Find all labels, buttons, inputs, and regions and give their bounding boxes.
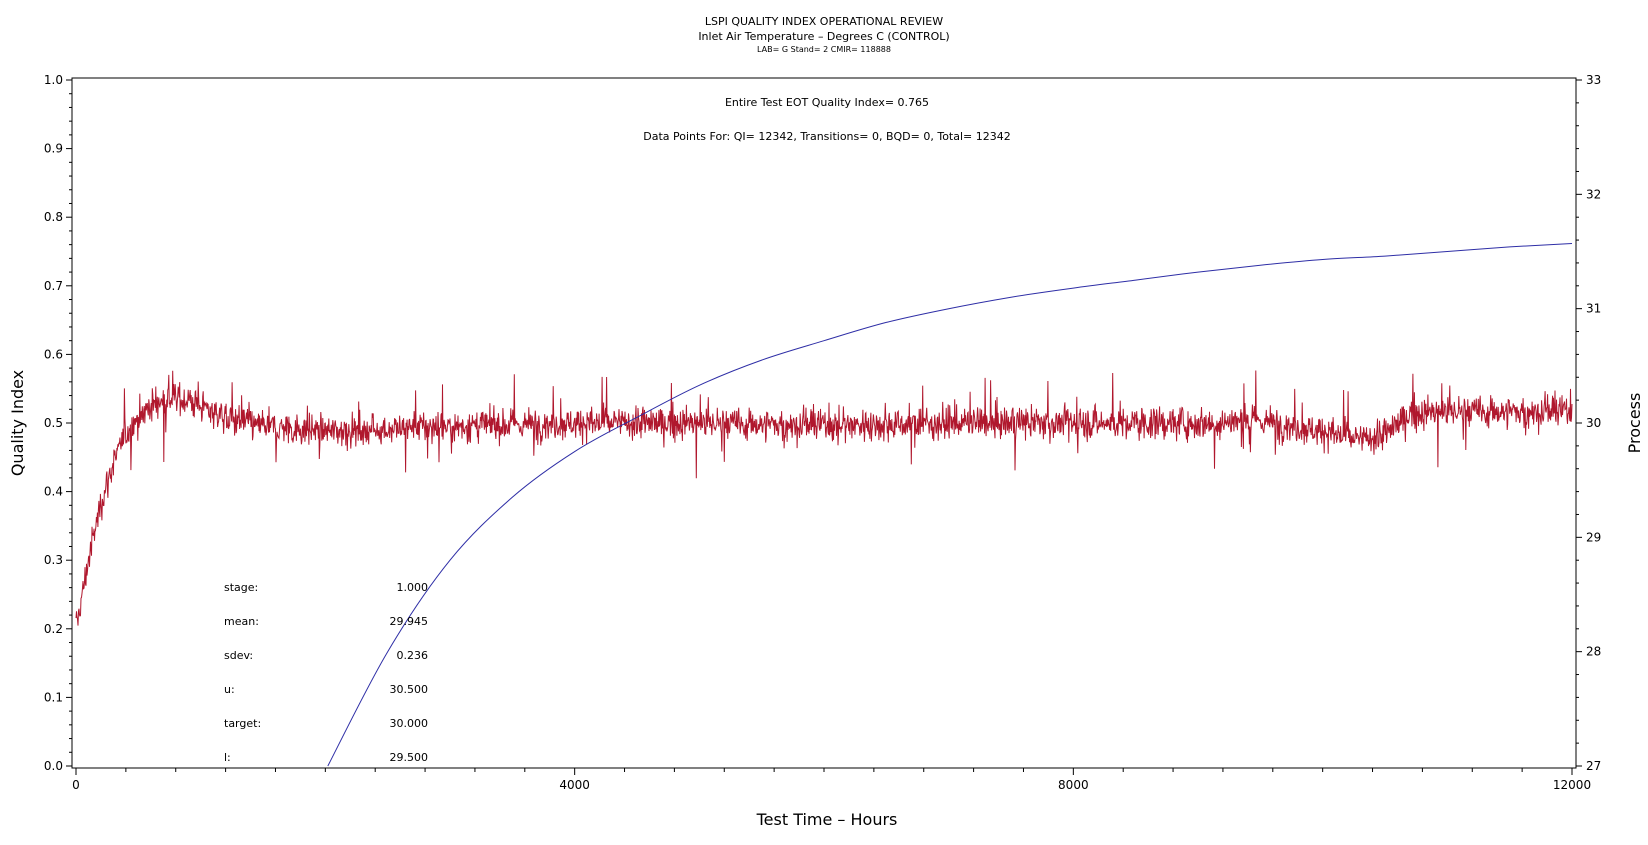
x-axis-label: Test Time – Hours (756, 810, 898, 829)
data-points-annotation: Data Points For: QI= 12342, Transitions=… (643, 130, 1011, 143)
axes-layer: 0.0 0.1 0.2 0.3 0.4 0.5 0.6 0.7 0.8 0.9 1.0 27 28 29 3… (44, 73, 1601, 792)
stat-label: l: (224, 751, 231, 764)
quality-index-series-line (327, 243, 1573, 767)
stat-value: 30.500 (390, 683, 429, 696)
process-series-line (75, 370, 1573, 626)
y-tick-label: 1.0 (44, 73, 63, 87)
chart-title: LSPI QUALITY INDEX OPERATIONAL REVIEW (705, 15, 943, 28)
y2-tick-label: 29 (1586, 530, 1601, 544)
stat-value: 29.945 (390, 615, 429, 628)
y2-tick-label: 27 (1586, 759, 1601, 773)
chart-subtitle: Inlet Air Temperature – Degrees C (CONTR… (698, 30, 949, 43)
stat-label: mean: (224, 615, 259, 628)
y2-tick-label: 33 (1586, 73, 1601, 87)
y2-axis-label: Process (1625, 393, 1644, 454)
y-tick-label: 0.3 (44, 553, 63, 567)
stat-label: stage: (224, 581, 258, 594)
y2-tick-label: 30 (1586, 416, 1601, 430)
y-axis-label: Quality Index (8, 370, 27, 476)
chart-subtitle-secondary: LAB= G Stand= 2 CMIR= 118888 (757, 45, 891, 54)
y-tick-label: 0.6 (44, 347, 63, 361)
series-layer (75, 243, 1573, 767)
y-tick-label: 0.7 (44, 279, 63, 293)
stat-label: sdev: (224, 649, 253, 662)
eot-annotation: Entire Test EOT Quality Index= 0.765 (725, 96, 929, 109)
stat-value: 30.000 (390, 717, 429, 730)
y-tick-label: 0.5 (44, 416, 63, 430)
stats-box: stage: 1.000 mean: 29.945 sdev: 0.236 u: 30.500… (224, 581, 428, 764)
y2-tick-label: 31 (1586, 302, 1601, 316)
x-tick-label: 12000 (1553, 778, 1591, 792)
y2-tick-label: 32 (1586, 187, 1601, 201)
stat-label: u: (224, 683, 235, 696)
x-tick-label: 4000 (559, 778, 590, 792)
y-tick-label: 0.1 (44, 690, 63, 704)
y-tick-label: 0.0 (44, 759, 63, 773)
stat-value: 0.236 (397, 649, 429, 662)
x-tick-label: 8000 (1058, 778, 1089, 792)
y2-tick-label: 28 (1586, 645, 1601, 659)
y-tick-label: 0.2 (44, 622, 63, 636)
y-tick-label: 0.9 (44, 142, 63, 156)
stat-value: 1.000 (397, 581, 429, 594)
y-tick-label: 0.4 (44, 485, 63, 499)
y-tick-label: 0.8 (44, 210, 63, 224)
stat-value: 29.500 (390, 751, 429, 764)
stat-label: target: (224, 717, 261, 730)
x-tick-label: 0 (72, 778, 80, 792)
